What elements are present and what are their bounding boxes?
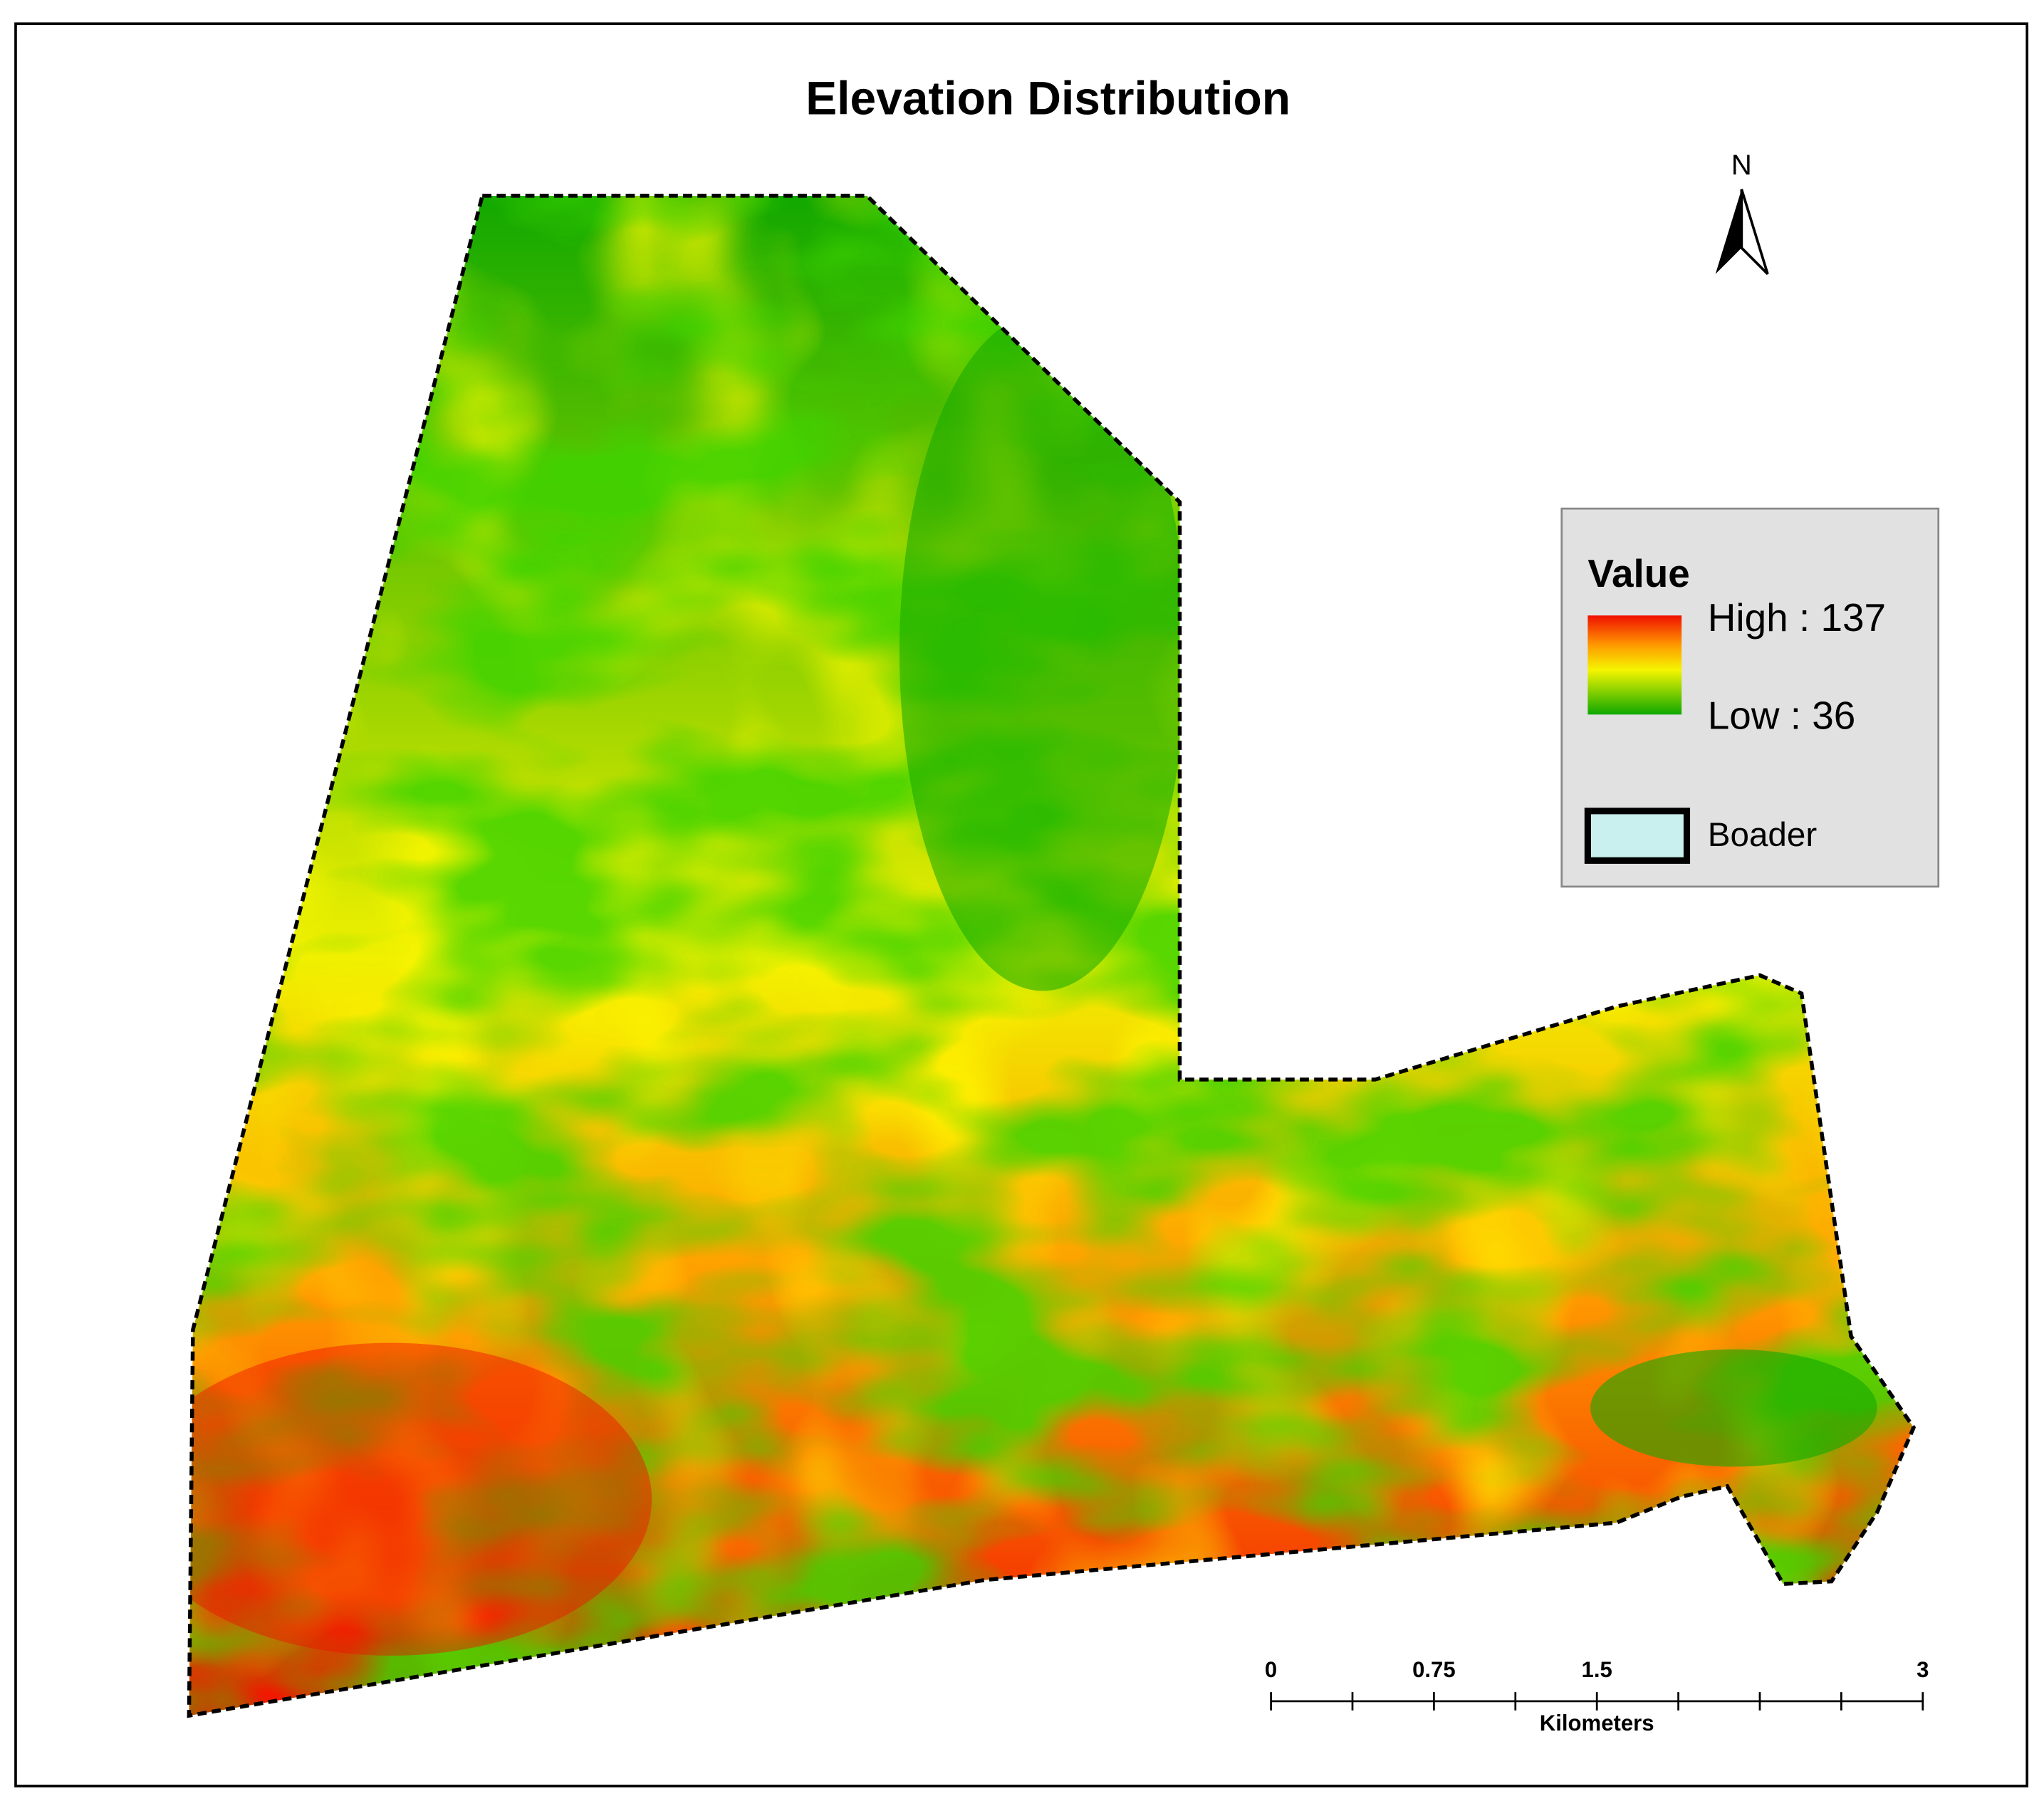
legend-title: Value	[1587, 551, 1689, 595]
scale-bar: Kilometers 0 0.75 1.5 3	[1265, 1657, 1929, 1736]
scale-label: 0	[1265, 1657, 1277, 1682]
north-label: N	[1731, 149, 1752, 181]
legend: Value High : 137 Low : 36 Boader	[1560, 507, 1940, 888]
legend-high: High : 137	[1708, 595, 1886, 640]
arrow-right	[1740, 189, 1769, 275]
color-ramp	[1587, 615, 1682, 715]
scale-unit: Kilometers	[1540, 1711, 1654, 1736]
scale-label: 3	[1917, 1657, 1929, 1682]
north-arrow: N	[1715, 149, 1769, 275]
boundary	[187, 194, 1917, 1718]
legend-low: Low : 36	[1708, 693, 1856, 737]
legend-border: Boader	[1708, 816, 1818, 854]
scale-label: 0.75	[1412, 1657, 1456, 1682]
map-title: Elevation Distribution	[805, 71, 1290, 124]
border-swatch	[1584, 808, 1691, 864]
scale-label: 1.5	[1582, 1657, 1612, 1682]
